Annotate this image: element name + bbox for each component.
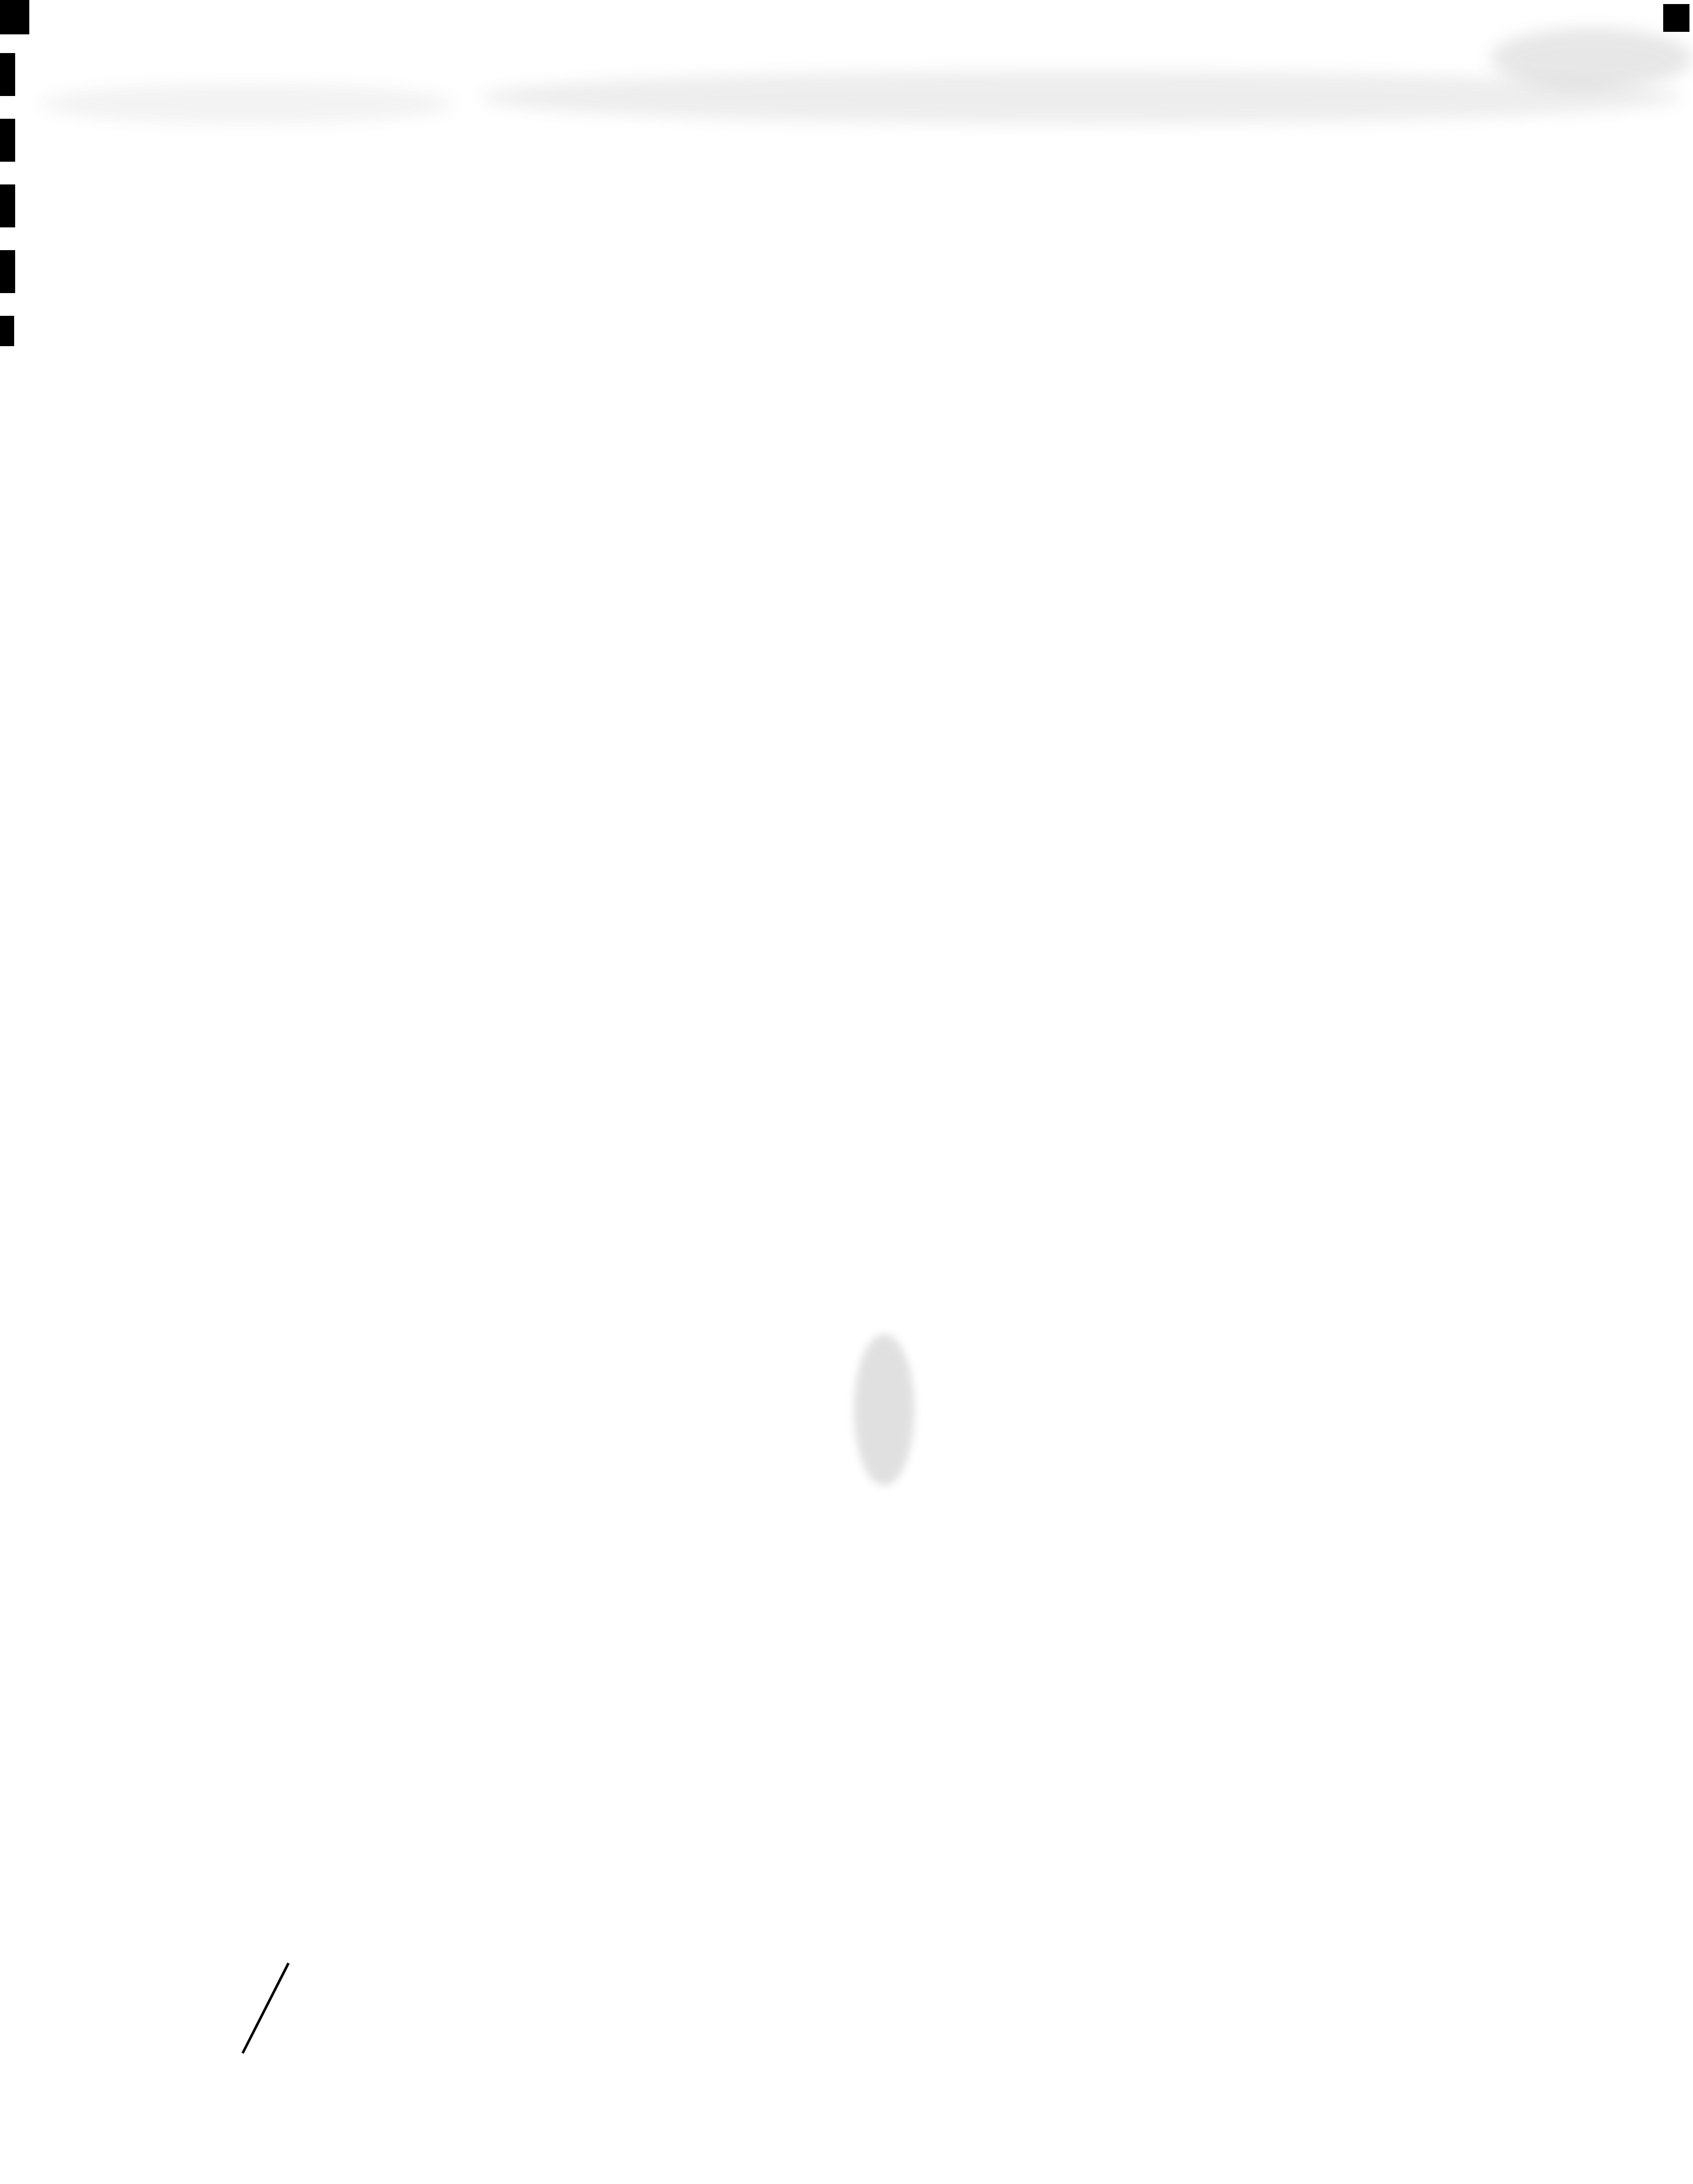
scan-smudge bbox=[1490, 28, 1693, 88]
scan-artifact bbox=[0, 0, 29, 34]
scan-artifact bbox=[0, 184, 15, 227]
scan-artifact bbox=[0, 250, 15, 293]
scan-artifact bbox=[1663, 4, 1689, 32]
scan-smudge bbox=[854, 1334, 914, 1486]
scan-artifact bbox=[0, 316, 14, 346]
scan-smudge bbox=[40, 83, 455, 124]
scan-smudge bbox=[480, 71, 1682, 124]
scan-artifact bbox=[0, 119, 15, 162]
scan-artifact bbox=[0, 53, 15, 96]
